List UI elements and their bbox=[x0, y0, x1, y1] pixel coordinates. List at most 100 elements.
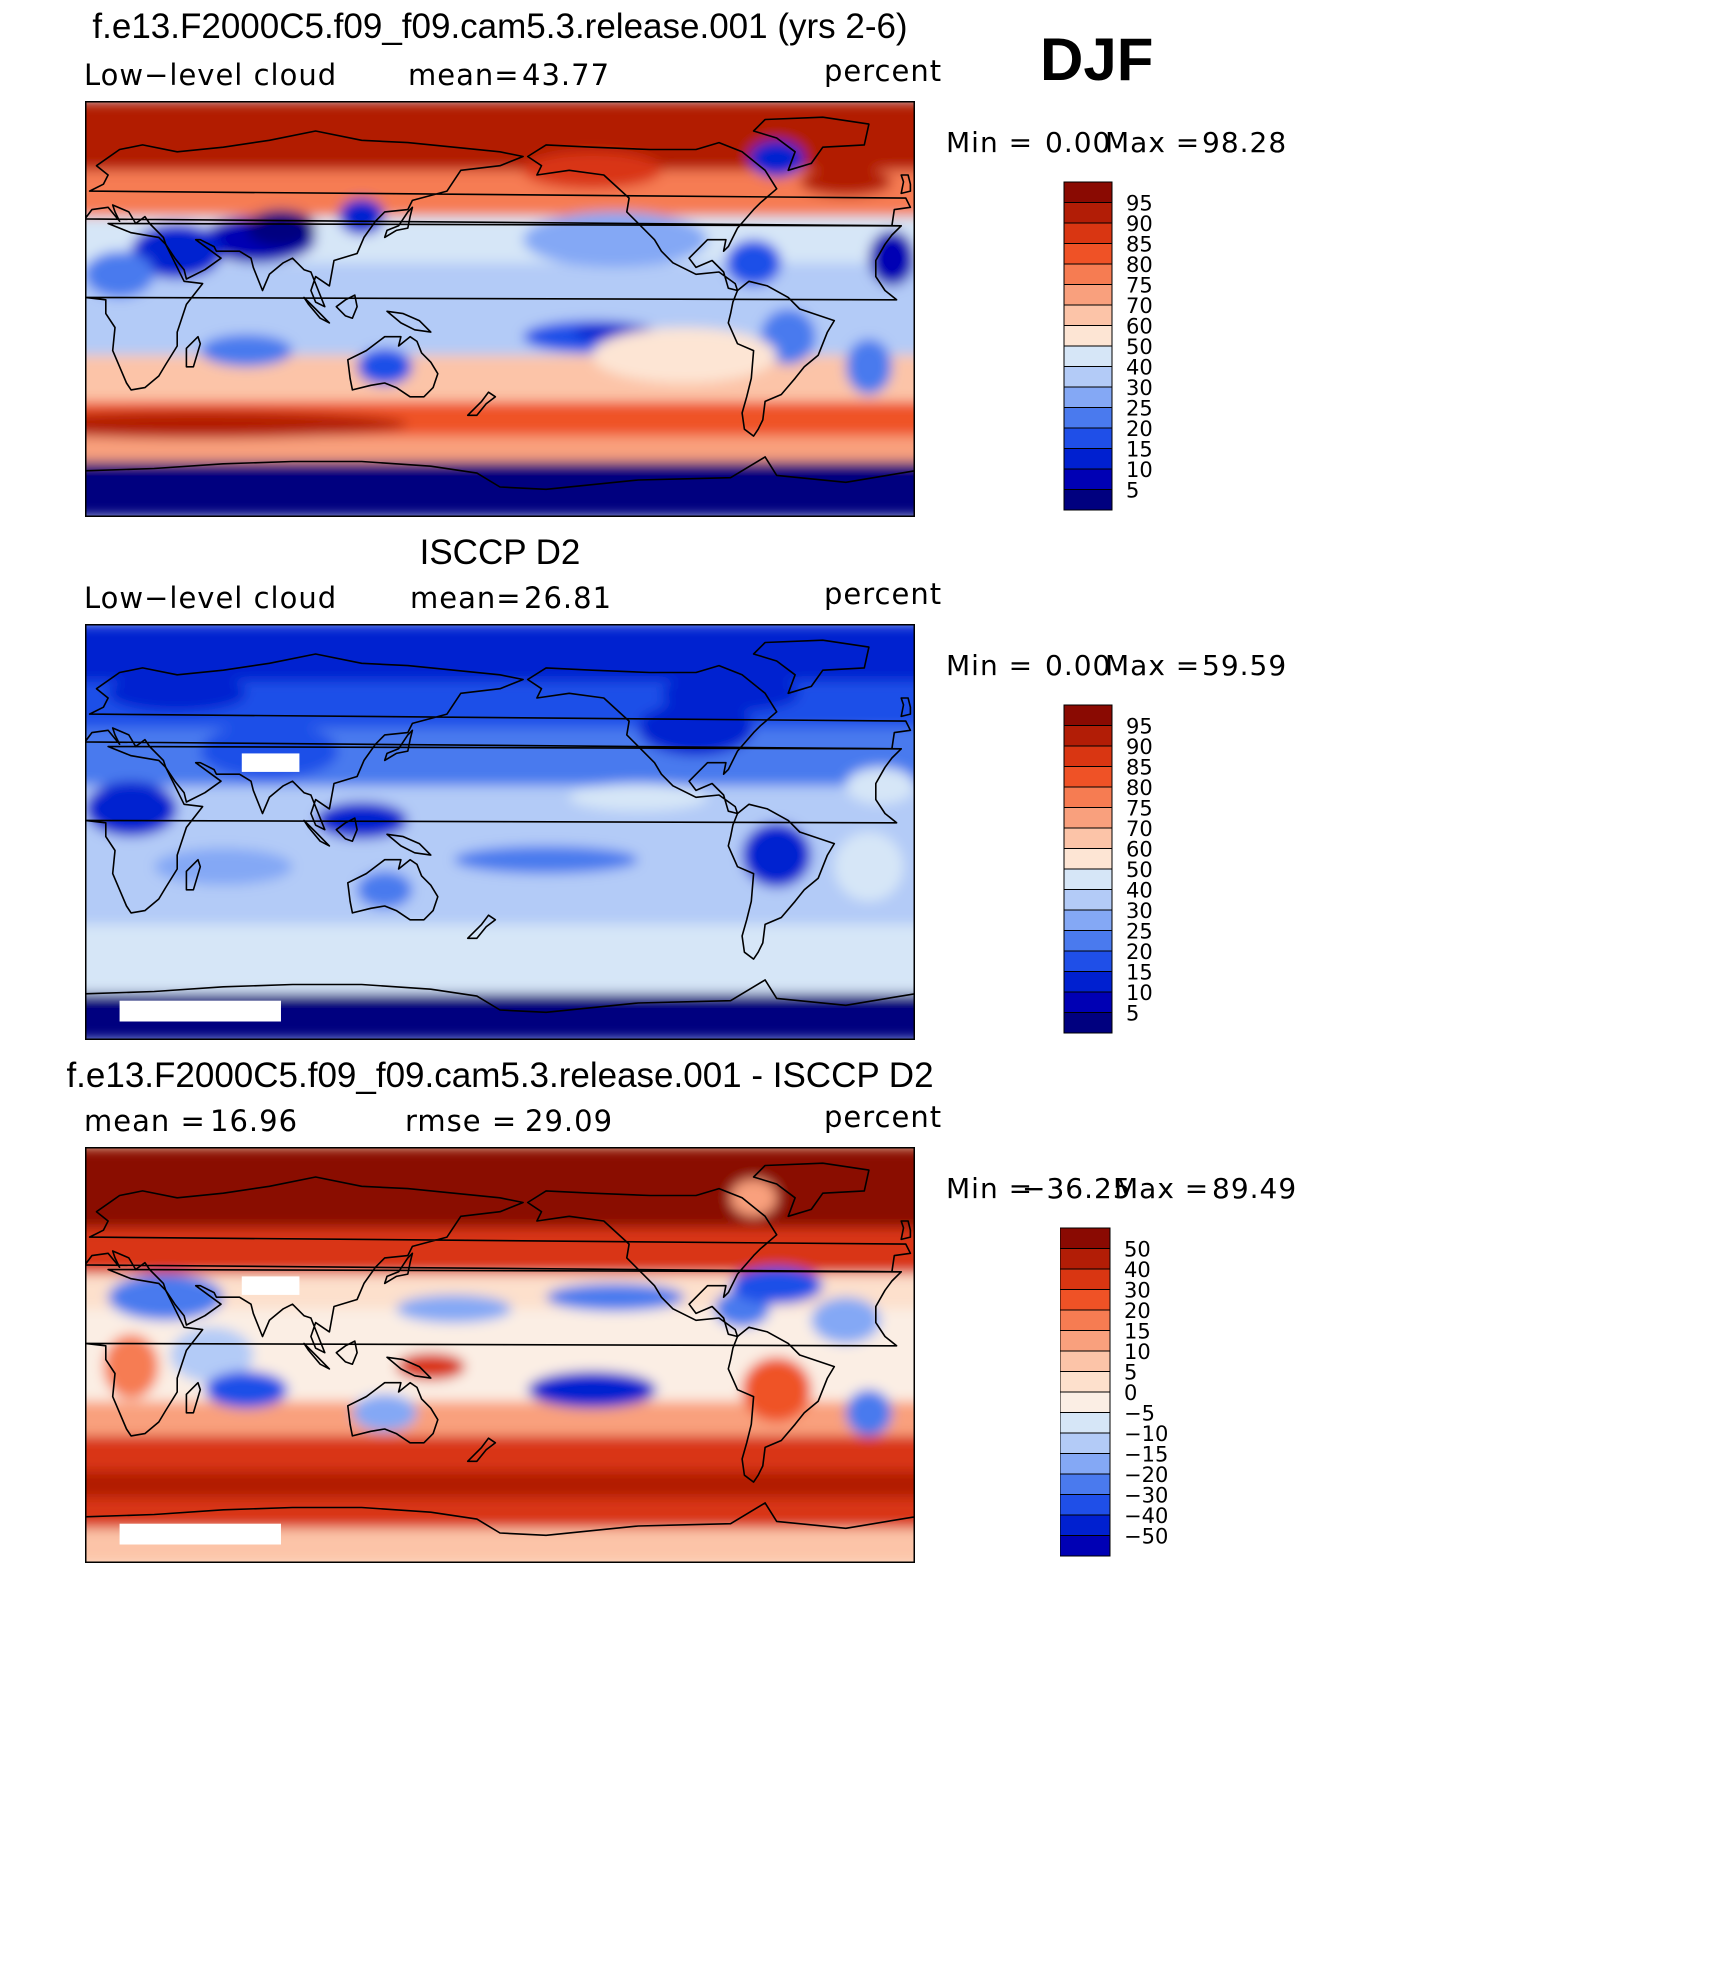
colorbar-tick-label: −50 bbox=[1124, 1525, 1168, 1549]
map-field-cell bbox=[725, 239, 782, 286]
map-field-cell bbox=[108, 1274, 224, 1321]
panel-3-rmse-label: rmse = bbox=[405, 1104, 518, 1138]
map-field-cell bbox=[742, 1357, 812, 1423]
coastline-borneo bbox=[335, 294, 358, 319]
map-latitude-band bbox=[85, 1227, 915, 1275]
colorbar-tick-label: 40 bbox=[1126, 879, 1153, 903]
panel-1-max-value: 98.28 bbox=[1202, 126, 1288, 159]
colorbar-segment bbox=[1063, 807, 1113, 829]
map-field-cell bbox=[170, 1327, 254, 1383]
panel-2-min-label: Min = bbox=[946, 649, 1034, 682]
colorbar-segment bbox=[1063, 950, 1113, 972]
colorbar-segment bbox=[1063, 407, 1113, 429]
map-frame bbox=[85, 1147, 915, 1563]
coastline-borneo bbox=[335, 1340, 358, 1365]
colorbar-segment bbox=[1063, 868, 1113, 890]
map-field-cell bbox=[352, 1394, 417, 1432]
coastline-africa bbox=[85, 745, 903, 914]
panel-3-mean-value: 16.96 bbox=[210, 1104, 299, 1138]
panel-1-units-label: percent bbox=[824, 54, 943, 88]
colorbar-segment bbox=[1063, 386, 1113, 408]
map-field-cell bbox=[845, 1389, 892, 1436]
map-field-cell bbox=[834, 832, 904, 902]
map-field-cell bbox=[742, 822, 812, 888]
season-label: DJF bbox=[1040, 26, 1154, 93]
coastline-samerica bbox=[727, 803, 836, 960]
map-missing-data-patch bbox=[241, 1276, 300, 1295]
colorbar-segment bbox=[1063, 325, 1113, 347]
colorbar-tick-label: 10 bbox=[1126, 458, 1153, 482]
panel-2-variable-label: Low−level cloud bbox=[84, 581, 338, 615]
coastline-newguinea bbox=[386, 310, 432, 333]
colorbar-segment bbox=[1063, 181, 1113, 203]
colorbar-segment bbox=[1063, 991, 1113, 1013]
colorbar-segment bbox=[1063, 304, 1113, 326]
panel-1-max-label: Max = bbox=[1105, 126, 1201, 159]
colorbar-segment bbox=[1063, 930, 1113, 952]
colorbar-segment bbox=[1063, 909, 1113, 931]
panel-2-mean-value: 26.81 bbox=[524, 581, 613, 615]
colorbar-tick-label: −15 bbox=[1124, 1443, 1168, 1467]
colorbar-segment bbox=[1060, 1514, 1111, 1536]
colorbar-tick-label: 40 bbox=[1126, 356, 1153, 380]
map-field-cell bbox=[103, 1334, 159, 1399]
coastline-sumatra bbox=[303, 819, 331, 847]
map-latitude-band bbox=[85, 436, 915, 462]
map-field-cell bbox=[154, 848, 293, 886]
coastline-sumatra bbox=[303, 296, 331, 324]
colorbar-segment bbox=[1063, 243, 1113, 265]
coastline-japan bbox=[383, 206, 414, 239]
panel-3-map bbox=[85, 1147, 915, 1563]
colorbar-segment bbox=[1063, 827, 1113, 849]
colorbar-tick-label: 60 bbox=[1126, 838, 1153, 862]
coastline-madagascar bbox=[185, 335, 202, 368]
coastline-namerica bbox=[526, 1187, 778, 1338]
colorbar-tick-label: 10 bbox=[1124, 1340, 1151, 1364]
colorbar-tick-label: 20 bbox=[1126, 940, 1153, 964]
colorbar-segment bbox=[1060, 1330, 1111, 1352]
colorbar-tick-label: −10 bbox=[1124, 1422, 1168, 1446]
map-field-cell bbox=[811, 1297, 881, 1344]
map-field-cell bbox=[527, 1371, 657, 1409]
colorbar-segment bbox=[1063, 345, 1113, 367]
panel-3-min-value: −36.25 bbox=[1022, 1172, 1132, 1205]
map-frame bbox=[85, 624, 915, 1040]
map-latitude-band bbox=[85, 624, 915, 682]
coastline-antarctica bbox=[85, 979, 915, 1040]
coastline-uk bbox=[900, 174, 912, 195]
colorbar-tick-label: 50 bbox=[1124, 1238, 1151, 1262]
coastline-antarctica bbox=[85, 1502, 915, 1563]
colorbar-segment bbox=[1060, 1412, 1111, 1434]
colorbar-tick-label: 15 bbox=[1124, 1320, 1151, 1344]
colorbar-tick-label: 0 bbox=[1124, 1381, 1137, 1405]
colorbar-tick-label: 10 bbox=[1126, 981, 1153, 1005]
panel-1-variable-label: Low−level cloud bbox=[84, 58, 338, 92]
coastline-newguinea bbox=[386, 1356, 432, 1379]
colorbar-segment bbox=[1060, 1473, 1111, 1495]
map-field-cell bbox=[799, 168, 892, 196]
map-latitude-band bbox=[85, 1470, 915, 1499]
colorbar-segment bbox=[1063, 202, 1113, 224]
coastline-australia bbox=[346, 335, 439, 398]
colorbar-segment bbox=[1063, 222, 1113, 244]
colorbar-segment bbox=[1063, 704, 1113, 726]
colorbar-segment bbox=[1063, 284, 1113, 306]
map-missing-data-patch bbox=[241, 753, 300, 772]
map-field-cell bbox=[845, 767, 915, 805]
colorbar-tick-label: 20 bbox=[1126, 417, 1153, 441]
coastline-namerica bbox=[526, 141, 778, 292]
colorbar-tick-label: 5 bbox=[1124, 1361, 1137, 1385]
colorbar-tick-label: −20 bbox=[1124, 1463, 1168, 1487]
panel-2-map bbox=[85, 624, 915, 1040]
colorbar-tick-label: 30 bbox=[1126, 376, 1153, 400]
panel-3-units-label: percent bbox=[824, 1100, 943, 1134]
colorbar-segment bbox=[1063, 848, 1113, 870]
map-field-cell bbox=[569, 783, 708, 812]
colorbar-tick-label: 5 bbox=[1126, 479, 1139, 503]
coastline-madagascar bbox=[185, 1381, 202, 1414]
panel-2-mean-label: mean= bbox=[410, 581, 522, 615]
colorbar-segment bbox=[1060, 1268, 1111, 1290]
coastline-sumatra bbox=[303, 1342, 331, 1370]
panel-1-min-label: Min = bbox=[946, 126, 1034, 159]
